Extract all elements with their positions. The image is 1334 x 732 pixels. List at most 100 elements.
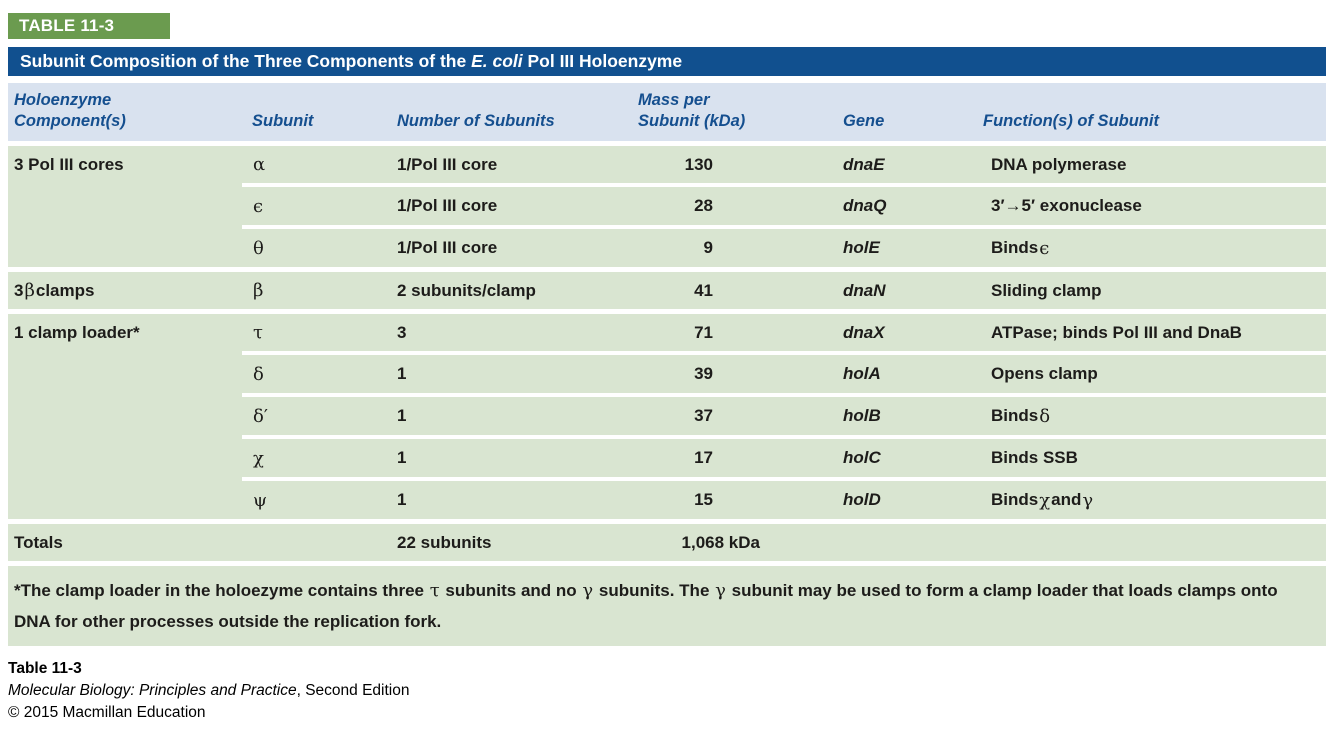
- header-subunit: Subunit: [252, 112, 314, 130]
- table-title-prefix: Subunit Composition of the Three Compone…: [20, 51, 472, 71]
- header-number-of-subunits: Number of Subunits: [397, 112, 555, 130]
- caption-copyright: © 2015 Macmillan Education: [8, 704, 206, 721]
- figure-caption: Table 11-3 Molecular Biology: Principles…: [8, 658, 1326, 724]
- table-row: θ 1/Pol III core 9 holE Binds ϵ: [8, 225, 1326, 267]
- caption-book-line: Molecular Biology: Principles and Practi…: [8, 680, 1326, 702]
- table-row: δ 1 39 holA Opens clamp: [8, 351, 1326, 393]
- header-function: Function(s) of Subunit: [983, 112, 1159, 130]
- table-title-italic-species: E. coli: [471, 51, 523, 71]
- cell-gene: holD: [778, 477, 983, 519]
- totals-label: Totals: [14, 532, 63, 552]
- cell-mass: 41: [694, 280, 713, 300]
- greek-letter: β: [24, 280, 35, 301]
- greek-letter: δ: [253, 363, 264, 385]
- greek-letter: ϵ: [253, 195, 264, 217]
- cell-subunit: θ: [242, 225, 387, 267]
- greek-letter: τ: [429, 580, 440, 601]
- cell-component: [8, 351, 242, 393]
- table-row: 1 clamp loader* τ 3 71 dnaX ATPase; bind…: [8, 309, 1326, 351]
- cell-subunit: ψ: [242, 477, 387, 519]
- greek-letter: ϵ: [1039, 237, 1050, 259]
- table-row: δ′ 1 37 holB Binds δ: [8, 393, 1326, 435]
- cell-component: [8, 225, 242, 267]
- cell-subunit: τ: [242, 314, 387, 351]
- cell-mass: 130: [684, 154, 713, 174]
- totals-empty: [778, 524, 983, 561]
- caption-book-title: Molecular Biology: Principles and Practi…: [8, 682, 297, 699]
- greek-letter: δ′: [253, 405, 268, 427]
- cell-gene: holE: [778, 225, 983, 267]
- header-mass-line2: Subunit (kDa): [638, 112, 746, 130]
- cell-mass: 15: [610, 477, 778, 519]
- cell-function: Binds ϵ: [983, 225, 1326, 267]
- cell-function: Binds χ and γ: [983, 477, 1326, 519]
- cell-mass: 39: [610, 351, 778, 393]
- greek-letter: χ: [253, 447, 264, 469]
- cell-subunit: χ: [242, 435, 387, 477]
- cell-function: Binds SSB: [983, 435, 1326, 477]
- table-row: 3 β clamps β 2 subunits/clamp 41 dnaN Sl…: [8, 267, 1326, 309]
- caption-figure-label: Table 11-3: [8, 660, 82, 677]
- totals-mass: 1,068 kDa: [681, 532, 760, 552]
- cell-gene: dnaX: [843, 322, 885, 342]
- greek-letter: θ: [253, 237, 264, 259]
- cell-number: 1/Pol III core: [397, 154, 498, 174]
- greek-letter: ψ: [253, 489, 268, 511]
- cell-subunit: β: [242, 272, 387, 309]
- cell-component: [8, 393, 242, 435]
- cell-function: 3′→5′ exonuclease: [983, 183, 1326, 225]
- cell-gene: holB: [778, 393, 983, 435]
- cell-mass: 37: [610, 393, 778, 435]
- cell-number: 1/Pol III core: [387, 225, 610, 267]
- cell-number: 1: [387, 393, 610, 435]
- header-mass-per-subunit: Mass per Subunit (kDa): [610, 90, 778, 132]
- totals-empty: [242, 524, 387, 561]
- cell-gene: dnaQ: [778, 183, 983, 225]
- header-gene: Gene: [843, 112, 885, 130]
- cell-component: 1 clamp loader*: [14, 322, 140, 342]
- cell-mass: 17: [610, 435, 778, 477]
- cell-function: Opens clamp: [983, 351, 1326, 393]
- table-row: ϵ 1/Pol III core 28 dnaQ 3′→5′ exonuclea…: [8, 183, 1326, 225]
- greek-letter: τ: [253, 322, 263, 343]
- table-title-bar: Subunit Composition of the Three Compone…: [8, 47, 1326, 76]
- table-row: χ 1 17 holC Binds SSB: [8, 435, 1326, 477]
- cell-component: [8, 183, 242, 225]
- totals-row: Totals 22 subunits 1,068 kDa: [8, 519, 1326, 561]
- cell-number: 1: [387, 477, 610, 519]
- cell-gene: holC: [778, 435, 983, 477]
- cell-function: ATPase; binds Pol III and DnaB: [991, 322, 1242, 342]
- cell-function: Sliding clamp: [991, 280, 1102, 300]
- cell-subunit: δ′: [242, 393, 387, 435]
- cell-number: 1: [387, 351, 610, 393]
- cell-function: DNA polymerase: [991, 154, 1127, 174]
- cell-number: 2 subunits/clamp: [397, 280, 536, 300]
- cell-mass: 71: [694, 322, 713, 342]
- greek-letter: γ: [582, 580, 594, 601]
- table-number-badge: TABLE 11-3: [8, 13, 170, 39]
- cell-function: Binds δ: [983, 393, 1326, 435]
- header-holoenzyme-line1: Holoenzyme: [14, 91, 112, 109]
- greek-letter: δ: [1039, 405, 1051, 427]
- cell-number: 3: [397, 322, 407, 342]
- cell-mass: 28: [610, 183, 778, 225]
- greek-letter: χ: [1039, 489, 1051, 511]
- table-row: 3 Pol III cores α 1/Pol III core 130 dna…: [8, 141, 1326, 183]
- table-title-suffix: Pol III Holoenzyme: [522, 51, 683, 71]
- cell-subunit: ϵ: [242, 183, 387, 225]
- totals-subunit-count: 22 subunits: [397, 532, 492, 552]
- table-row: ψ 1 15 holD Binds χ and γ: [8, 477, 1326, 519]
- cell-gene: dnaE: [843, 154, 885, 174]
- greek-letter: γ: [715, 580, 726, 601]
- cell-number: 1/Pol III core: [387, 183, 610, 225]
- cell-component: [8, 477, 242, 519]
- cell-component: 3 β clamps: [14, 280, 95, 301]
- greek-letter: γ: [1082, 489, 1094, 511]
- cell-mass: 9: [610, 225, 778, 267]
- header-mass-line1: Mass per: [638, 91, 710, 109]
- cell-subunit: δ: [242, 351, 387, 393]
- caption-edition: , Second Edition: [296, 682, 410, 699]
- cell-subunit: α: [242, 146, 387, 183]
- greek-letter: α: [253, 154, 266, 175]
